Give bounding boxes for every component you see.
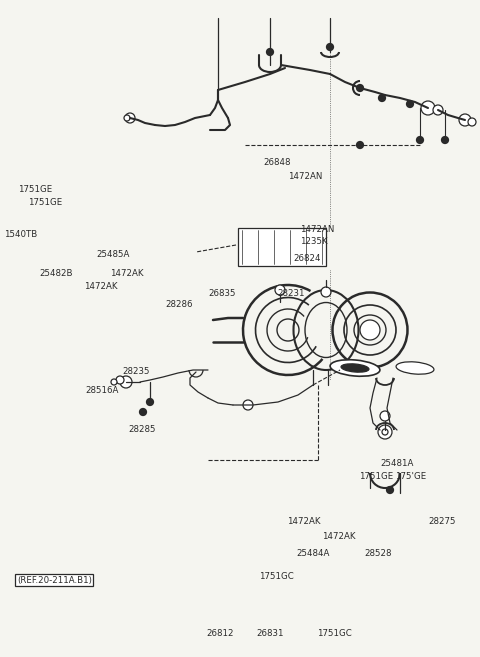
Text: 1472AN: 1472AN [288, 171, 323, 181]
Text: 1472AK: 1472AK [84, 282, 118, 291]
Circle shape [468, 118, 476, 126]
Circle shape [321, 287, 331, 297]
Text: 26835: 26835 [209, 289, 236, 298]
Text: 1751GC: 1751GC [317, 629, 351, 638]
Circle shape [275, 285, 285, 295]
Circle shape [357, 85, 363, 91]
Text: 1472AN: 1472AN [300, 225, 335, 234]
Text: 175'GE: 175'GE [395, 472, 426, 482]
Circle shape [417, 137, 423, 143]
Circle shape [140, 409, 146, 415]
Text: 1751GE: 1751GE [28, 198, 62, 207]
Text: 25481A: 25481A [381, 459, 414, 468]
Circle shape [111, 379, 117, 385]
Text: 28528: 28528 [365, 549, 392, 558]
Text: 26831: 26831 [257, 629, 284, 638]
Text: 25485A: 25485A [96, 250, 130, 260]
Circle shape [386, 486, 394, 493]
Circle shape [146, 399, 154, 405]
Ellipse shape [330, 360, 380, 376]
Text: 26812: 26812 [206, 629, 234, 638]
Circle shape [459, 114, 471, 126]
Circle shape [266, 49, 274, 55]
Circle shape [357, 141, 363, 148]
Text: 1472AK: 1472AK [322, 532, 355, 541]
Circle shape [243, 400, 253, 410]
Circle shape [124, 115, 130, 121]
Text: 28275: 28275 [429, 516, 456, 526]
Circle shape [378, 425, 392, 439]
Circle shape [421, 101, 435, 115]
Text: 28235: 28235 [122, 367, 150, 376]
Circle shape [442, 137, 448, 143]
Text: 1472AK: 1472AK [287, 516, 321, 526]
Circle shape [125, 113, 135, 123]
Text: 28286: 28286 [166, 300, 193, 309]
Text: 26824: 26824 [294, 254, 321, 263]
Circle shape [360, 320, 380, 340]
Text: 26848: 26848 [263, 158, 290, 168]
Text: 28516A: 28516A [85, 386, 119, 396]
Text: 1751GE: 1751GE [18, 185, 52, 194]
Text: 28285: 28285 [129, 424, 156, 434]
Text: 25484A: 25484A [297, 549, 330, 558]
Circle shape [380, 411, 390, 421]
Circle shape [379, 95, 385, 101]
Ellipse shape [396, 362, 434, 374]
Text: 1540TB: 1540TB [4, 230, 37, 239]
Polygon shape [238, 228, 326, 266]
Text: 1751GC: 1751GC [259, 572, 294, 581]
Text: 28231: 28231 [277, 289, 305, 298]
Text: 1472AK: 1472AK [110, 269, 144, 278]
Circle shape [116, 376, 124, 384]
Text: 1235K: 1235K [300, 237, 328, 246]
Circle shape [433, 105, 443, 115]
Circle shape [120, 376, 132, 388]
Text: 1751GE: 1751GE [359, 472, 393, 482]
Circle shape [407, 101, 413, 108]
Circle shape [382, 429, 388, 435]
Circle shape [326, 43, 334, 51]
Text: 25482B: 25482B [39, 269, 73, 278]
Ellipse shape [341, 364, 369, 372]
Text: (REF.20-211A.B1): (REF.20-211A.B1) [17, 576, 92, 585]
